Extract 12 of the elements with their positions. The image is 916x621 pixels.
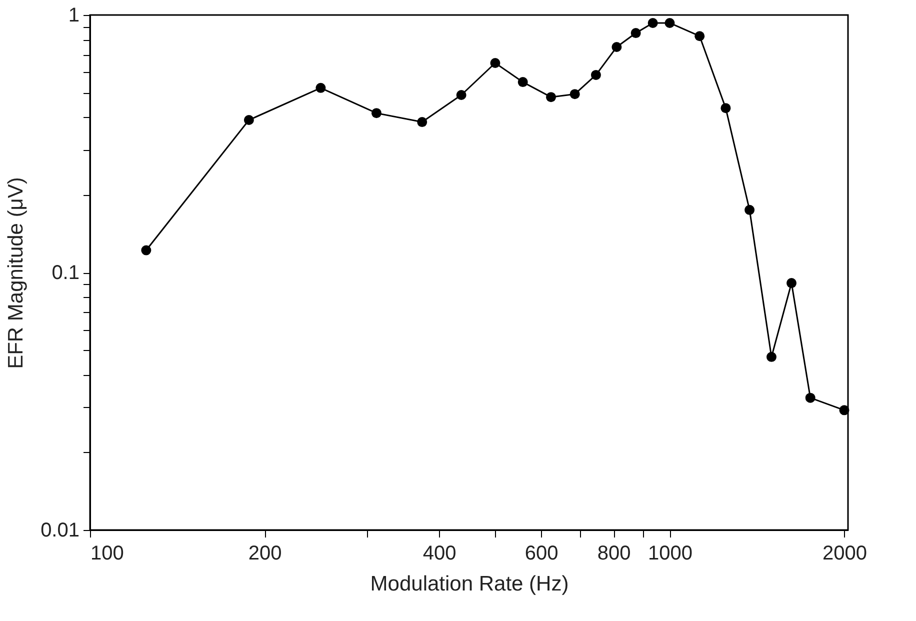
y-tick-label: 0.1 xyxy=(52,262,80,284)
x-tick-label: 2000 xyxy=(822,542,867,564)
y-axis-title: EFR Magnitude (μV) xyxy=(4,177,28,369)
x-axis-title: Modulation Rate (Hz) xyxy=(370,572,569,596)
y-tick-label: 1 xyxy=(68,4,80,26)
x-tick-label: 100 xyxy=(90,542,124,564)
x-tick-label: 400 xyxy=(422,542,456,564)
x-tick-label: 600 xyxy=(524,542,558,564)
x-tick-label: 800 xyxy=(597,542,631,564)
x-tick-label: 1000 xyxy=(648,542,692,564)
y-tick-label: 0.01 xyxy=(40,520,80,542)
x-tick-label: 200 xyxy=(248,542,282,564)
